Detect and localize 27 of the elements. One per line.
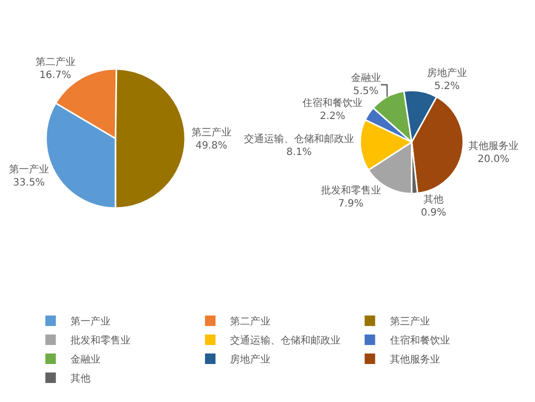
data-label: 33.5% [13, 178, 45, 189]
legend-label: 批发和零售业 [70, 334, 131, 347]
legend-label: 第三产业 [390, 316, 430, 328]
data-label: 0.9% [420, 207, 446, 218]
data-label: 7.9% [338, 198, 364, 210]
slice-label: 第一产业 [8, 164, 49, 176]
data-label: 20.0% [478, 154, 510, 166]
legend-label: 住宿和餐饮业 [390, 334, 450, 347]
slice-label: 交通运输、仓储和邮政业 [244, 132, 354, 145]
data-label: 5.2% [434, 80, 460, 92]
data-label: 2.2% [320, 111, 346, 122]
slice-label: 金融业 [350, 72, 381, 84]
legend-label: 其他服务业 [390, 354, 440, 366]
data-label: 8.1% [286, 146, 312, 158]
slice-label: 第三产业 [191, 126, 232, 138]
data-label: 16.7% [39, 70, 72, 81]
slice-label: 房地产业 [427, 66, 467, 79]
slice-label: 第二产业 [35, 56, 76, 68]
slice-label: 批发和零售业 [320, 184, 381, 196]
slice-label: 住宿和餐饮业 [302, 97, 363, 110]
legend-label: 第一产业 [70, 316, 111, 328]
legend-label: 其他 [70, 372, 91, 385]
slice-label: 其他 [424, 193, 444, 206]
data-label: 5.5% [353, 86, 379, 98]
legend-label: 金融业 [70, 354, 101, 366]
slice-label: 其他服务业 [468, 140, 518, 152]
data-label: 49.8% [195, 140, 228, 152]
